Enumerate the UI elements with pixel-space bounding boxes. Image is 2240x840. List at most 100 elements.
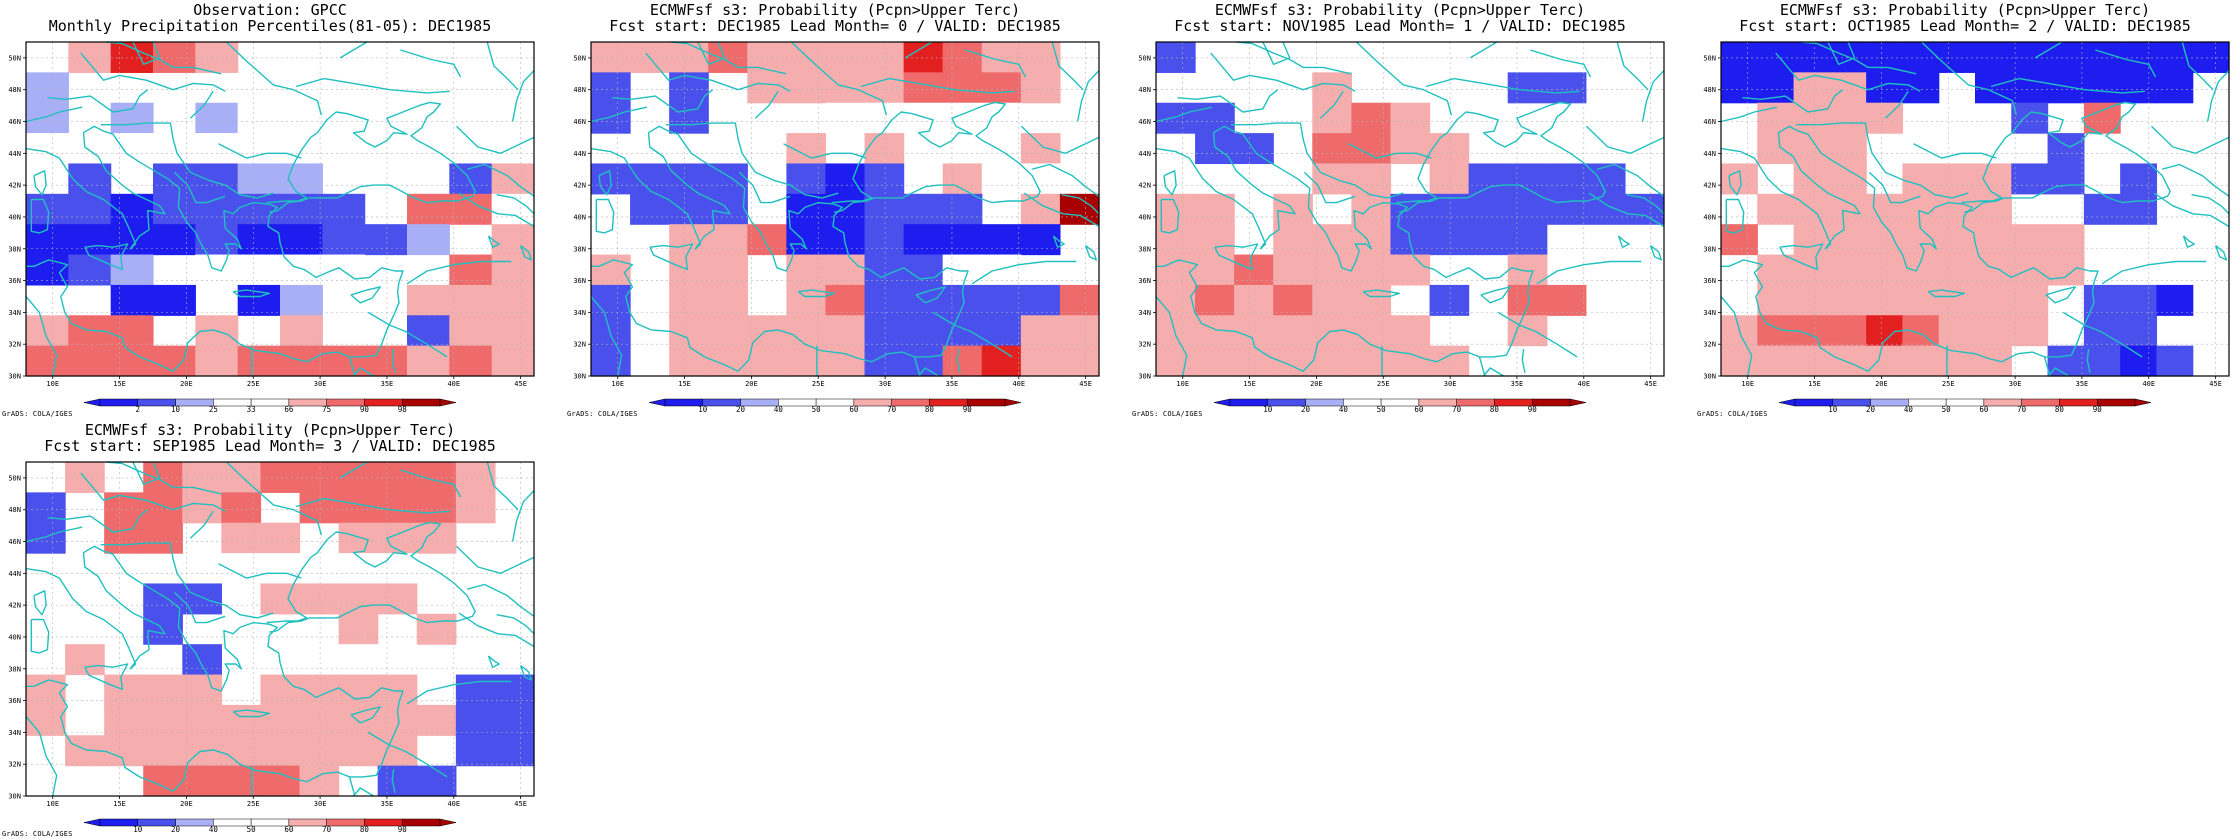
colorbar-label: 80 [925, 405, 935, 412]
coastline [590, 125, 969, 372]
grid-cell [1429, 133, 1470, 165]
grid-cell [630, 193, 670, 225]
colorbar: 10 20 40 50 60 70 80 90 [648, 398, 1022, 412]
grid-cell [1195, 133, 1235, 165]
grid-cell [26, 345, 69, 377]
lat-tick-label: 30N [8, 373, 21, 381]
coastline [25, 106, 83, 123]
grid-cell [416, 613, 457, 645]
colorbar-swatch [250, 398, 290, 407]
coastlines [1720, 41, 2230, 377]
grid-cell [903, 102, 944, 134]
coastline [80, 472, 226, 512]
grid-cell [195, 224, 239, 256]
grid-cell [1429, 72, 1470, 104]
grid-cell [407, 284, 450, 316]
grid-cell [942, 224, 983, 256]
lat-tick-label: 50N [573, 54, 586, 62]
map-frame [1155, 41, 1665, 377]
coastline [590, 106, 648, 123]
panel-lead3: ECMWFsf s3: Probability (Pcpn>Upper Terc… [0, 420, 540, 840]
coastline [232, 709, 270, 718]
grid-cell [65, 644, 105, 676]
grid-cell [68, 345, 112, 377]
colorbar-label: 33 [247, 405, 256, 412]
grid-cell [1975, 345, 2012, 377]
colorbar-swatch [815, 398, 855, 407]
grid-cell [364, 224, 408, 256]
precip-map: 50N 48N 46N 44N 42N 40N 38N 36N 34N 32N 30N 10E 15E 2… [8, 461, 535, 808]
grid-cell [377, 462, 418, 493]
grid-cell [338, 704, 379, 736]
grid-cell [1059, 315, 1100, 347]
grid-cell [1829, 345, 1867, 377]
lat-tick-label: 40N [1138, 213, 1151, 221]
grid-cell [2047, 224, 2085, 256]
grid-cell [1156, 345, 1196, 377]
lat-tick-label: 48N [1138, 86, 1151, 94]
grid-cell [364, 133, 408, 165]
grid-cell [449, 315, 493, 347]
grid-cell [1020, 163, 1061, 195]
coastline [1536, 260, 1642, 285]
grid-cell [1312, 345, 1352, 377]
colorbar-label: 10 [1828, 405, 1838, 412]
lat-tick-label: 48N [8, 506, 21, 514]
grid-cell [1312, 133, 1352, 165]
lat-tick-label: 36N [8, 697, 21, 705]
coastline [783, 143, 867, 159]
grid-cell [68, 193, 112, 225]
coastline [2206, 70, 2230, 122]
grid-cell [153, 284, 196, 316]
grid-cell [110, 224, 154, 256]
grid-cell [1351, 224, 1392, 256]
grid-cell [1975, 163, 2012, 195]
grid-cell [1156, 224, 1196, 256]
coastline [25, 296, 58, 377]
grid-cell [1721, 345, 1758, 377]
lon-tick-label: 45E [2209, 380, 2222, 388]
grid-cell [237, 163, 281, 195]
grid-cell [153, 133, 196, 165]
grid-cell [825, 284, 866, 316]
grid-cell [449, 102, 493, 134]
grid-cell [1429, 224, 1470, 256]
coastline [649, 243, 694, 271]
grid-cell [708, 224, 748, 256]
grid-cell [1975, 284, 2012, 316]
grid-cell [182, 492, 222, 524]
colorbar-label: 98 [398, 405, 408, 412]
grid-cell [1902, 72, 1940, 104]
colorbar-arrow-right [439, 398, 457, 407]
lon-tick-label: 25E [812, 380, 825, 388]
grid-cell [1020, 193, 1061, 225]
grid-cell [1938, 224, 1976, 256]
panel-title: Observation: GPCC [193, 1, 347, 19]
coastline [1913, 143, 1997, 159]
grid-cell [1234, 284, 1274, 316]
grid-cell [2083, 315, 2121, 347]
coastline [665, 122, 839, 199]
grid-cell [864, 284, 905, 316]
grid-cell [449, 284, 493, 316]
coastline [1032, 163, 1100, 197]
grid-cell [338, 613, 379, 645]
grid-cell [669, 284, 709, 316]
grid-cell [68, 254, 112, 286]
lon-tick-label: 15E [113, 800, 126, 808]
coastline [1236, 41, 1352, 75]
lon-tick-label: 25E [1377, 380, 1390, 388]
coastline [1497, 311, 1578, 358]
coastlines [25, 41, 535, 377]
grid-cell [260, 462, 301, 493]
lat-tick-label: 48N [1703, 86, 1716, 94]
grid-cell [494, 735, 535, 767]
coastline [590, 296, 623, 377]
coastline [1478, 356, 1486, 377]
lon-tick-label: 10E [46, 800, 59, 808]
grid-cell [903, 224, 944, 256]
coastline [467, 583, 535, 617]
grid-cell [1020, 284, 1061, 316]
coastline [25, 125, 404, 372]
colorbar: 10 20 40 50 60 70 80 90 [83, 818, 457, 832]
